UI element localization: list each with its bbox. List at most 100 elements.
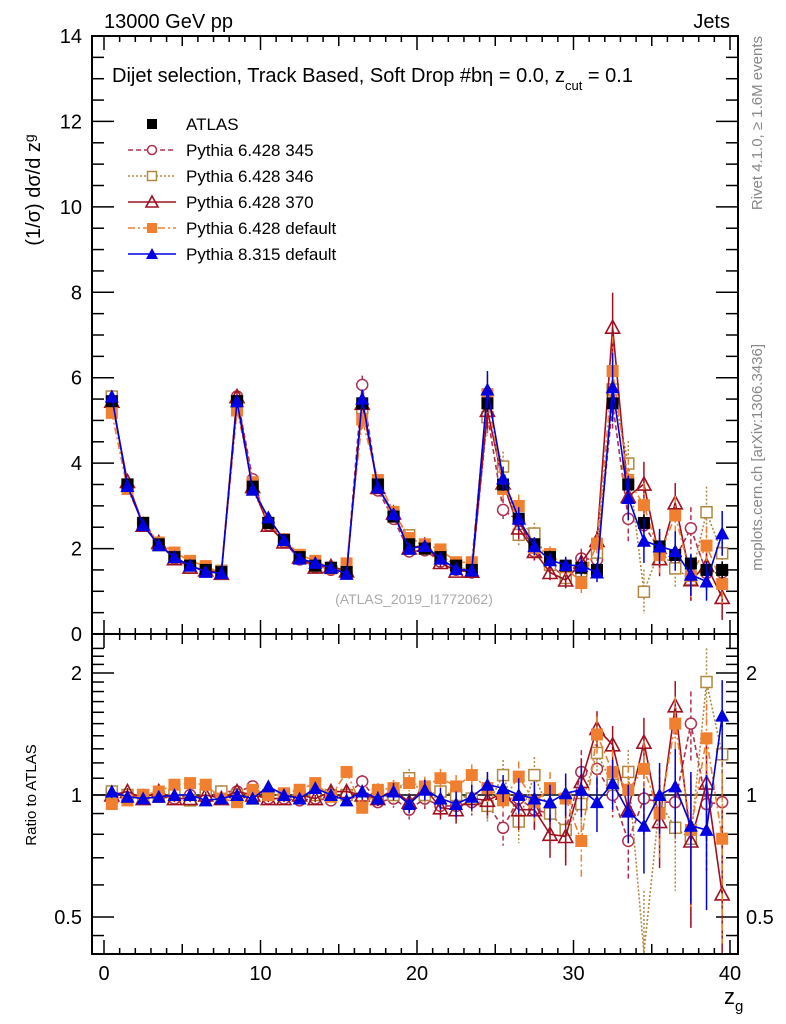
ratio-tick-label: 2 — [746, 663, 757, 685]
data-point — [151, 538, 166, 552]
plot-title-main: Dijet selection, Track Based, Soft Drop … — [112, 65, 565, 87]
ratio-tick-label: 0.5 — [746, 907, 774, 929]
legend-item: Pythia 6.428 default — [128, 219, 337, 238]
ratio-point — [496, 821, 510, 835]
data-point — [575, 577, 588, 590]
plot-title-tail: = 0.1 — [582, 65, 633, 87]
data-point — [637, 499, 650, 512]
ratio-point — [370, 791, 385, 805]
ratio-point — [308, 781, 323, 795]
data-point — [684, 522, 698, 535]
legend-marker-filled-square — [147, 119, 157, 129]
ratio-point — [668, 779, 683, 793]
data-point — [339, 566, 354, 580]
data-point — [355, 391, 370, 405]
ratio-point — [465, 769, 478, 782]
ratio-point — [496, 781, 511, 795]
plot-title-sub: cut — [565, 78, 583, 93]
ratio-point — [621, 804, 636, 818]
series-line — [111, 370, 723, 585]
x-axis-label-sub: g — [735, 998, 743, 1015]
ratio-point — [198, 793, 213, 807]
analysis-label: (ATLAS_2019_I1772062) — [335, 591, 493, 607]
ratio-point — [636, 818, 651, 832]
ratio-point — [450, 780, 463, 793]
data-point — [716, 563, 729, 576]
series-pythia-6-428-370 — [103, 292, 731, 620]
data-point — [543, 553, 558, 567]
legend-item: Pythia 6.428 346 — [128, 167, 314, 186]
data-point — [683, 567, 698, 581]
data-point — [605, 380, 620, 394]
legend-label: Pythia 6.428 370 — [186, 193, 314, 212]
ratio-point — [403, 777, 416, 790]
series-pythia-6-428-345 — [105, 375, 729, 593]
ratio-point — [699, 822, 714, 836]
legend-marker-filled-triangle — [146, 248, 158, 259]
ratio-point — [511, 788, 526, 801]
legend-label: Pythia 8.315 default — [186, 245, 337, 264]
ratio-point — [669, 717, 682, 730]
series-line — [111, 387, 723, 583]
ratio-point — [589, 795, 604, 809]
ratio-point — [261, 779, 276, 793]
data-point — [417, 539, 432, 553]
legend-marker-open-square — [146, 170, 158, 182]
y-tick-label: 10 — [60, 197, 82, 219]
data-point — [496, 471, 511, 485]
ratio-point — [480, 777, 495, 791]
data-point — [496, 503, 510, 517]
ratio-point — [339, 793, 354, 807]
main-panel-series — [103, 292, 731, 620]
ratio-point — [371, 783, 384, 796]
ratio-point — [386, 784, 401, 798]
ratio-point — [306, 789, 324, 806]
ratio-point — [635, 733, 653, 749]
data-point — [136, 518, 151, 532]
ratio-panel-series — [103, 648, 731, 954]
ratio-point — [276, 788, 291, 801]
ratio-point — [683, 818, 698, 832]
ratio-point — [168, 778, 181, 791]
x-tick-label: 10 — [249, 963, 271, 985]
ratio-point — [167, 788, 182, 801]
data-point — [308, 555, 323, 569]
ratio-point — [214, 791, 229, 805]
data-point — [276, 533, 291, 547]
data-point — [510, 519, 528, 535]
data-point — [621, 490, 636, 504]
y-axis-label-main: (1/σ) dσ/d z — [23, 142, 45, 246]
ratio-point — [464, 789, 479, 803]
data-point — [292, 551, 307, 565]
data-point — [574, 558, 589, 572]
process-label: Jets — [693, 11, 730, 33]
ratio-point — [716, 832, 729, 845]
ratio-point — [356, 801, 369, 814]
ratio-point — [605, 776, 620, 790]
data-point — [120, 478, 135, 492]
x-tick-label: 0 — [98, 963, 109, 985]
ratio-series-pythia-8-315-default — [104, 680, 730, 911]
data-point — [669, 509, 682, 522]
data-point — [449, 562, 464, 576]
data-point — [668, 544, 683, 558]
data-point — [652, 539, 667, 553]
ratio-point — [557, 827, 575, 844]
legend-label: Pythia 6.428 default — [186, 219, 337, 238]
ratio-point — [183, 788, 198, 801]
ratio-point — [510, 800, 528, 817]
legend: ATLAS Pythia 6.428 345 Pythia 6.428 346 Pyt… — [128, 115, 337, 264]
data-point — [261, 510, 276, 524]
legend-label: ATLAS — [186, 115, 239, 134]
data-point — [636, 533, 651, 547]
ratio-point — [715, 708, 730, 722]
data-point — [589, 565, 604, 579]
data-point — [198, 564, 213, 578]
y-tick-label: 12 — [60, 111, 82, 133]
ratio-point — [417, 782, 432, 796]
data-point — [715, 526, 730, 540]
data-point — [231, 404, 244, 417]
data-point — [370, 480, 385, 494]
plot-title: Dijet selection, Track Based, Soft Drop … — [112, 65, 633, 93]
